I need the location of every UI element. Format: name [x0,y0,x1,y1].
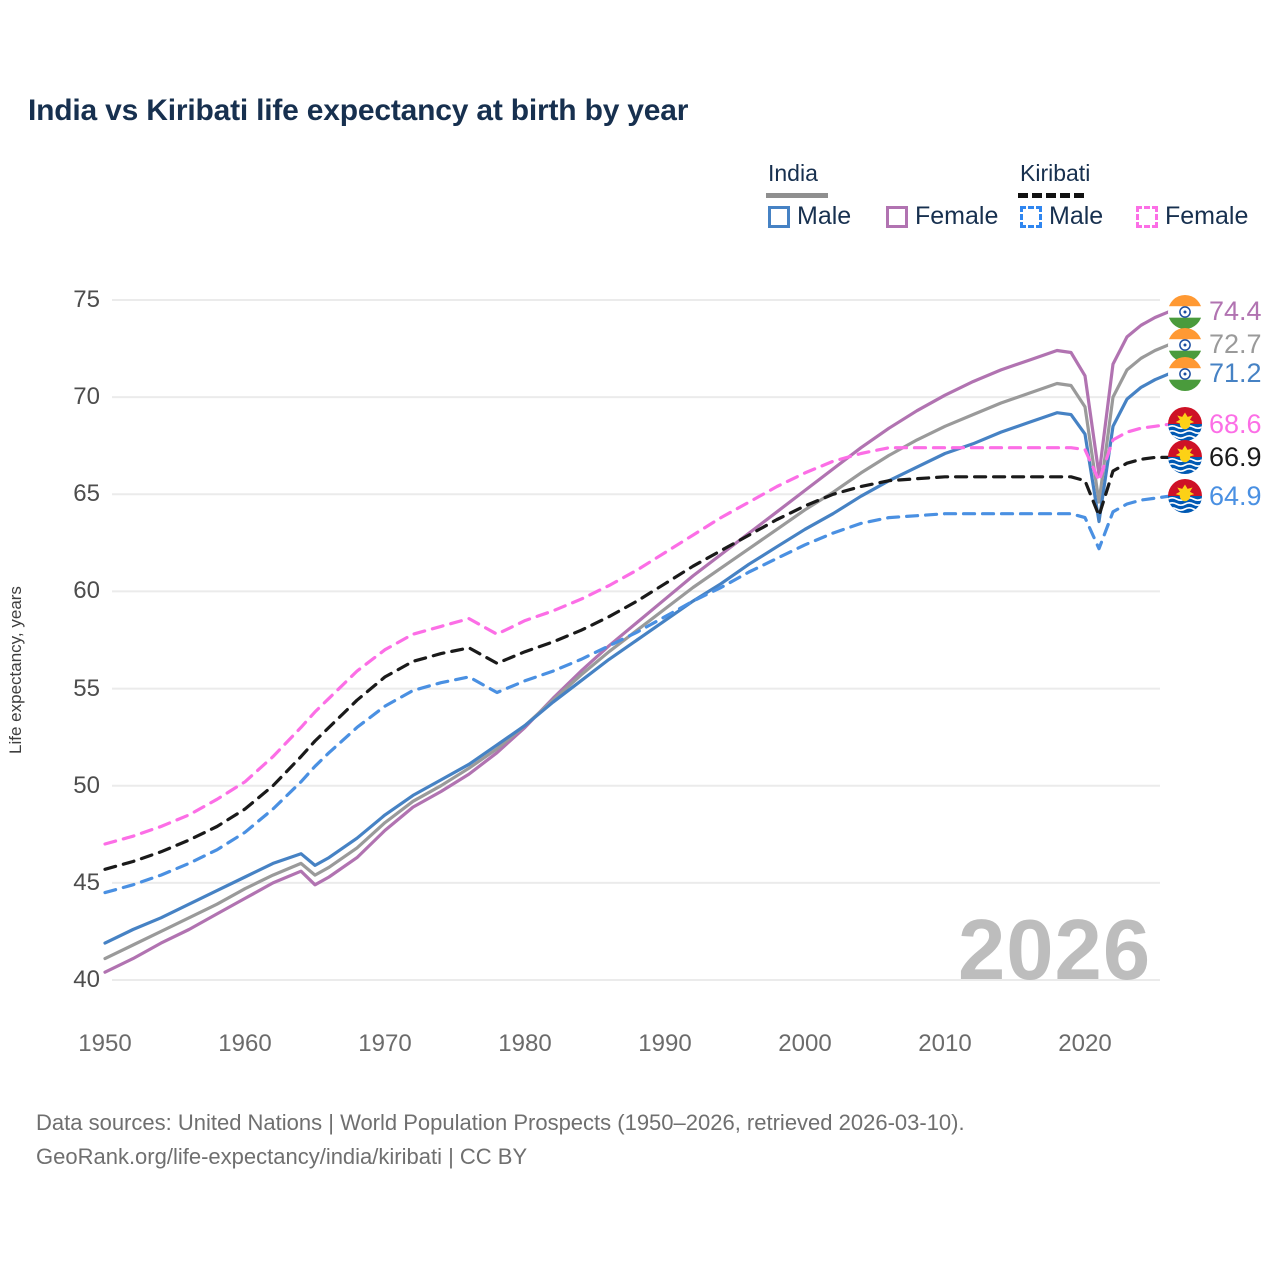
year-watermark: 2026 [958,903,1152,998]
x-tick-label: 2000 [778,1030,832,1057]
end-label-value: 68.6 [1209,408,1262,439]
kiribati-flag-icon [1168,440,1202,475]
kiribati-flag-icon [1168,479,1202,514]
series-line-kiribati-total [103,455,1171,871]
page-title: India vs Kiribati life expectancy at bir… [28,94,689,127]
legend-item-india-female[interactable]: Female [886,204,998,229]
end-label-value: 74.4 [1209,296,1262,327]
series-line-kiribati-male [103,494,1171,895]
x-tick-label: 1970 [358,1030,412,1057]
x-tick-label: 1990 [638,1030,692,1057]
end-label-india-male: 71.2 [1168,356,1262,391]
legend-item-kiribati-male[interactable]: Male [1020,204,1103,229]
legend-group-india: India [768,160,818,186]
x-tick-label: 1950 [78,1030,132,1057]
legend-swatch-india-female [886,205,908,228]
end-label-value: 72.7 [1209,329,1262,360]
end-label-value: 64.9 [1209,480,1262,511]
end-label-kiribati-female: 68.6 [1168,407,1262,442]
legend-label-india-male: Male [797,202,852,230]
legend-item-kiribati-female[interactable]: Female [1136,204,1248,229]
legend-label-kiribati-female: Female [1165,202,1249,230]
legend-swatch-kiribati-male [1020,205,1042,228]
x-tick-label: 1960 [218,1030,272,1057]
kiribati-flag-icon [1168,407,1202,442]
series-line-kiribati-female [103,422,1171,846]
chart-legend: India Kiribati Male Female Male Female [762,160,1262,240]
y-tick-label: 40 [73,966,100,993]
y-axis-title: Life expectancy, years [6,586,25,754]
x-tick-label: 2010 [918,1030,972,1057]
legend-rule-kiribati-dashed [1018,193,1084,198]
series-line-india-female [103,310,1171,974]
footer-sources: Data sources: United Nations | World Pop… [36,1106,965,1174]
gridlines [112,299,1160,981]
india-flag-icon [1168,356,1202,391]
footer-line-1: Data sources: United Nations | World Pop… [36,1110,965,1135]
legend-group-kiribati: Kiribati [1020,160,1091,186]
plot-area [103,299,1171,981]
series-line-india-total [103,343,1171,961]
legend-swatch-india-male [768,205,790,228]
legend-swatch-kiribati-female [1136,205,1158,228]
legend-rule-india-solid [766,193,828,198]
end-label-value: 71.2 [1209,358,1262,389]
end-label-india-female: 74.4 [1168,294,1262,329]
series-lines [103,310,1171,974]
end-label-kiribati-male: 64.9 [1168,479,1262,514]
legend-item-india-male[interactable]: Male [768,204,851,229]
end-label-india-total: 72.7 [1168,327,1262,362]
y-tick-label: 65 [73,480,100,508]
end-label-kiribati-total: 66.9 [1168,440,1262,475]
y-tick-label: 60 [73,577,100,605]
series-line-india-male [103,372,1171,945]
y-tick-label: 70 [73,383,100,411]
end-label-value: 66.9 [1209,441,1262,472]
india-flag-icon [1168,294,1202,329]
y-tick-label: 45 [73,868,100,896]
x-tick-label: 2020 [1058,1030,1112,1057]
x-tick-label: 1980 [498,1030,552,1057]
y-tick-label: 75 [73,286,100,313]
y-tick-label: 55 [73,674,100,702]
legend-label-kiribati-male: Male [1049,202,1104,230]
y-tick-label: 50 [73,771,100,799]
footer-line-2: GeoRank.org/life-expectancy/india/kiriba… [36,1144,528,1170]
legend-label-india-female: Female [915,202,999,230]
